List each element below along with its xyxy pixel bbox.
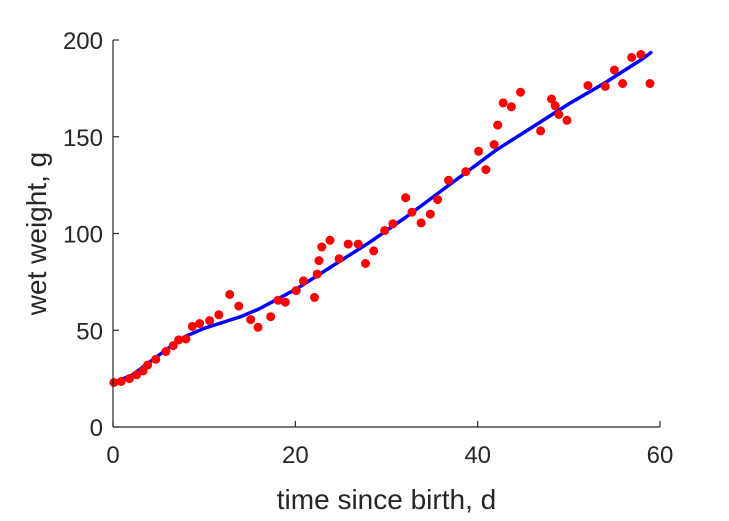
data-point (266, 312, 276, 322)
y-tick-label: 100 (63, 222, 103, 249)
data-point (461, 167, 471, 177)
data-point (181, 334, 191, 344)
data-point (325, 235, 335, 245)
data-point (343, 239, 353, 249)
data-point (609, 65, 619, 75)
data-point (205, 316, 215, 326)
data-point (187, 321, 197, 331)
data-point (547, 94, 556, 104)
data-point (234, 301, 244, 311)
data-point (143, 360, 153, 370)
data-point (195, 319, 205, 328)
data-point (273, 295, 283, 305)
data-point (554, 110, 564, 119)
data-point (600, 81, 610, 91)
x-tick-label: 20 (282, 442, 309, 469)
x-tick-label: 0 (106, 442, 119, 469)
data-point (489, 140, 499, 149)
data-point (498, 98, 508, 108)
data-point (361, 259, 370, 268)
data-point (425, 209, 435, 219)
data-point (401, 193, 411, 203)
data-point (161, 347, 171, 356)
y-tick-label: 0 (90, 415, 103, 442)
data-point (583, 81, 593, 90)
data-point (299, 276, 308, 286)
data-point (416, 218, 426, 228)
data-point (536, 126, 546, 136)
data-point (312, 269, 322, 279)
data-point (627, 52, 637, 62)
y-tick-label: 50 (76, 318, 103, 345)
data-point (407, 207, 417, 217)
x-axis-label: time since birth, d (277, 484, 496, 515)
data-point (124, 374, 134, 384)
data-point (433, 195, 443, 205)
data-point (444, 175, 453, 185)
data-point (151, 354, 161, 364)
data-point (380, 226, 390, 236)
plot-area (109, 50, 655, 387)
data-point (353, 239, 363, 249)
data-point (516, 87, 525, 97)
data-point (481, 165, 491, 175)
data-point (317, 242, 327, 252)
data-point (369, 246, 379, 256)
data-point (214, 310, 224, 320)
y-tick-label: 150 (63, 125, 103, 152)
data-point (280, 297, 290, 307)
data-point (310, 292, 319, 302)
data-point (645, 79, 655, 88)
y-tick-label: 200 (63, 28, 103, 55)
data-point (474, 146, 484, 156)
data-point (168, 341, 178, 351)
data-point (291, 286, 301, 296)
data-point (225, 290, 235, 299)
data-point (116, 377, 126, 386)
x-tick-label: 40 (464, 442, 491, 469)
data-point (636, 50, 646, 59)
axes: 0 20 40 60 0 50 100 150 200 (63, 28, 673, 469)
data-point (246, 315, 256, 325)
data-point (334, 254, 344, 264)
data-point (506, 102, 516, 112)
y-axis-label: wet weight, g (21, 152, 52, 316)
data-point (388, 219, 398, 229)
data-point (174, 335, 184, 345)
data-point (109, 378, 119, 387)
data-point (493, 120, 503, 130)
fit-line (111, 50, 653, 385)
data-point (550, 101, 560, 111)
data-point (562, 115, 572, 125)
data-point (253, 322, 263, 332)
data-point (314, 256, 324, 266)
x-tick-label: 60 (647, 442, 674, 469)
data-point (618, 79, 628, 88)
